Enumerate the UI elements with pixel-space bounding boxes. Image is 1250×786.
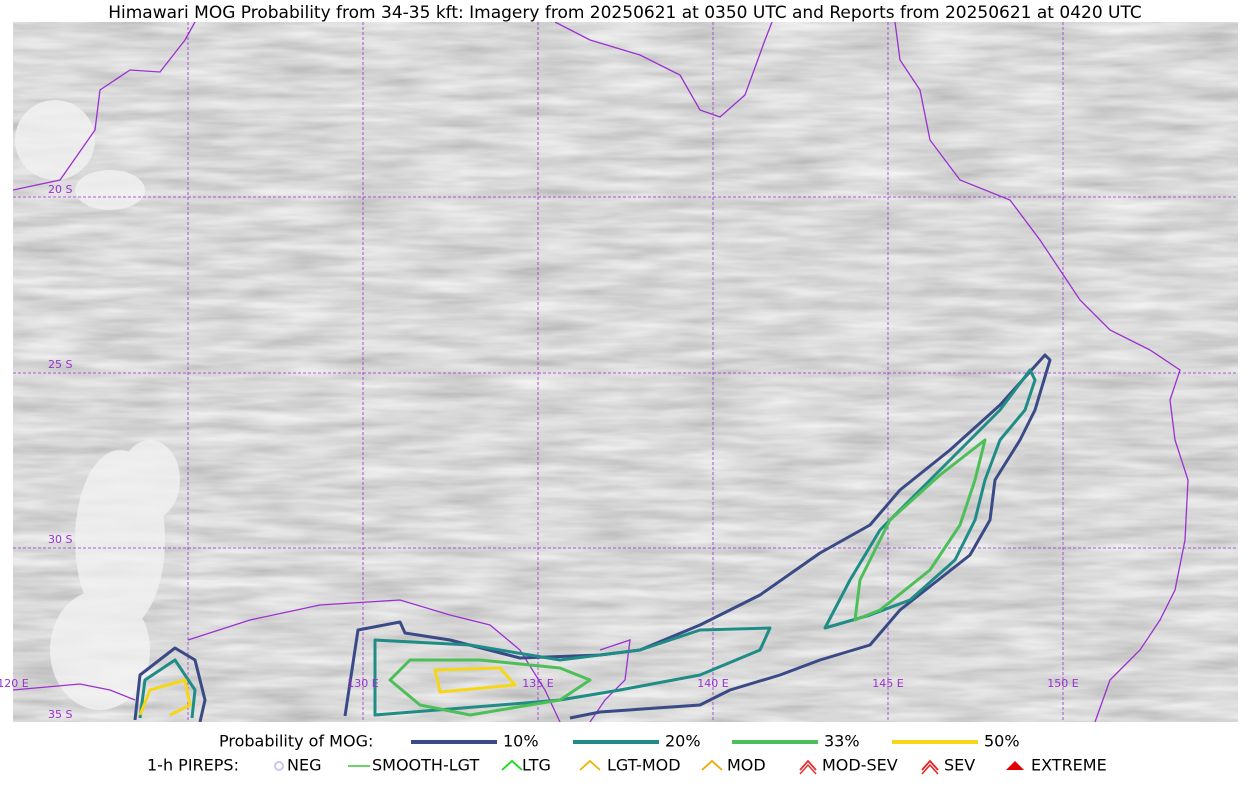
legend-title: Probability of MOG: — [219, 732, 373, 751]
legend-label: 10% — [503, 732, 539, 751]
pirep-icon — [274, 761, 284, 771]
legend-label: MOD — [727, 756, 766, 775]
lat-label: 35 S — [48, 708, 72, 721]
pirep-icon — [799, 759, 817, 771]
legend-label: LGT-MOD — [607, 756, 681, 775]
imagery-texture — [13, 22, 1238, 722]
mog-contours — [133, 353, 1052, 722]
lon-label: 145 E — [872, 677, 903, 690]
map — [13, 22, 1238, 722]
legend-label: 33% — [824, 732, 860, 751]
pirep-icon — [1006, 761, 1024, 770]
lat-label: 30 S — [48, 533, 72, 546]
lon-label: 150 E — [1047, 677, 1078, 690]
lat-label: 25 S — [48, 358, 72, 371]
legend-title: 1-h PIREPS: — [147, 756, 239, 775]
pirep-icon — [799, 763, 817, 775]
pirep-icon — [921, 759, 939, 771]
lon-label: 135 E — [522, 677, 553, 690]
pirep-icon — [579, 759, 601, 771]
pirep-icon — [501, 759, 523, 771]
legend-label: EXTREME — [1031, 756, 1107, 775]
coastlines — [13, 22, 1189, 722]
grid-labels: 120 E 130 E 135 E 140 E 145 E 150 E 20 S 25 S 30… — [0, 183, 1079, 721]
legend-label: SEV — [944, 756, 975, 775]
legend-label: LTG — [522, 756, 551, 775]
legend: Probability of MOG: 10% 20% 33% 50% 1-h PIREP… — [147, 732, 1107, 775]
title: Himawari MOG Probability from 34-35 kft:… — [108, 3, 1142, 23]
legend-label: NEG — [287, 756, 321, 775]
pirep-icon — [701, 759, 723, 771]
graticule — [13, 22, 1238, 722]
pirep-icon — [921, 763, 939, 775]
legend-label: MOD-SEV — [822, 756, 898, 775]
legend-label: 20% — [665, 732, 701, 751]
lon-label: 120 E — [0, 677, 29, 690]
legend-label: 50% — [984, 732, 1020, 751]
lon-label: 140 E — [697, 677, 728, 690]
lon-label: 130 E — [347, 677, 378, 690]
clouds — [15, 100, 180, 710]
lat-label: 20 S — [48, 183, 72, 196]
legend-label: SMOOTH-LGT — [372, 756, 479, 775]
